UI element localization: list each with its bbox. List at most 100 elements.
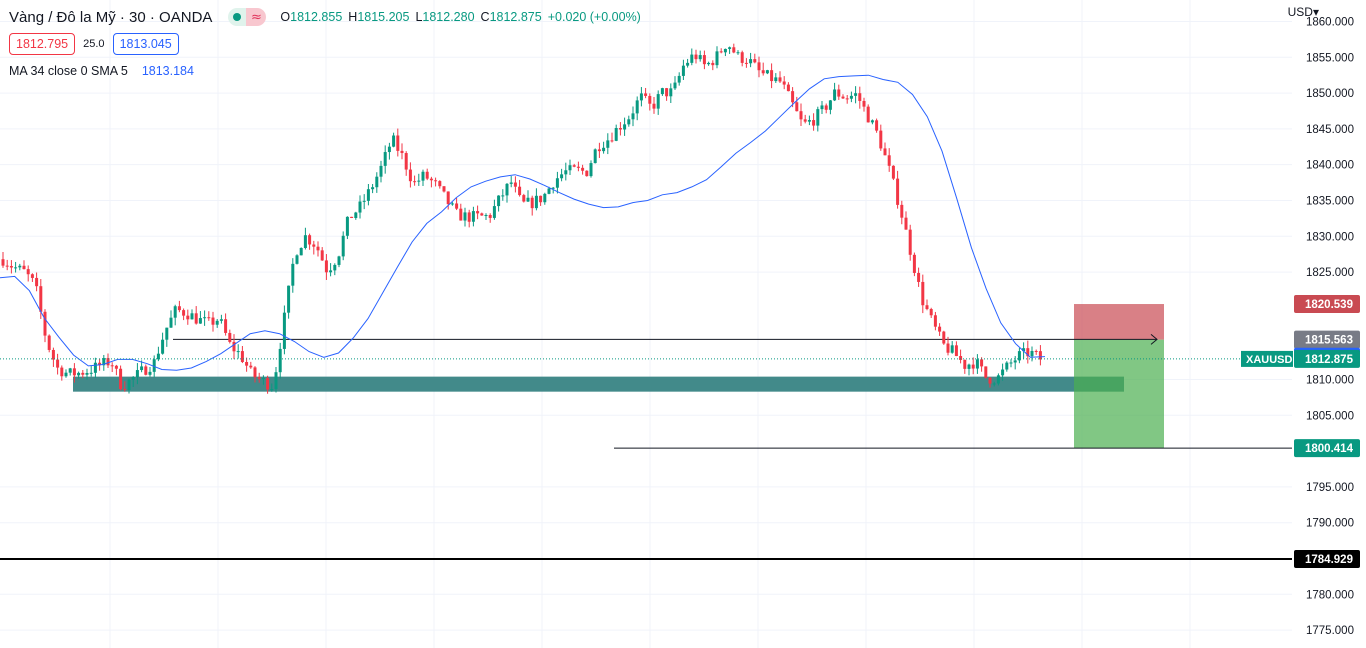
candle-body (656, 94, 660, 109)
y-tick-label: 1830.000 (1306, 231, 1354, 243)
candle-body (870, 120, 874, 123)
candle-body (581, 167, 585, 171)
candle-body (207, 317, 211, 319)
candle-body (866, 106, 870, 123)
candle-body (744, 62, 748, 64)
candle-body (114, 365, 118, 369)
candle-body (400, 150, 404, 154)
candle-body (236, 351, 240, 353)
symbol-tag-label: XAUUSD (1246, 354, 1293, 366)
candle-body (98, 362, 102, 366)
candle-body (883, 148, 887, 156)
candle-body (455, 203, 459, 209)
demand-zone (73, 376, 1124, 392)
y-tick-label: 1825.000 (1306, 267, 1354, 279)
indicator-legend[interactable]: MA 34 close 0 SMA 5 1813.184 (9, 64, 194, 78)
currency-selector[interactable]: USD▾ (1288, 5, 1319, 19)
candle-body (1, 259, 5, 266)
candle-body (43, 311, 47, 336)
candle-body (501, 195, 505, 197)
candle-body (576, 166, 580, 168)
entry-tag (1294, 330, 1360, 349)
candle-body (186, 315, 190, 320)
candle-body (669, 88, 673, 97)
candle-body (513, 182, 517, 187)
candle-body (135, 370, 139, 378)
candle-body (1009, 362, 1013, 364)
last-price-tag (1294, 349, 1360, 368)
candle-body (165, 327, 169, 340)
candle-body (194, 313, 198, 324)
candle-body (534, 195, 538, 209)
candle-body (841, 96, 845, 99)
open-value: 1812.855 (290, 10, 343, 24)
candle-body (291, 263, 295, 286)
candle-body (492, 206, 496, 218)
candle-body (862, 100, 866, 107)
candle-body (421, 171, 425, 181)
candle-body (119, 368, 123, 390)
candle-body (408, 169, 412, 182)
symbol-title[interactable]: Vàng / Đô la Mỹ · 30 · OANDA (9, 8, 213, 26)
candle-body (1005, 362, 1009, 370)
candle-body (72, 368, 76, 376)
candle-body (303, 235, 307, 249)
candle-body (644, 93, 648, 96)
candle-body (765, 70, 769, 74)
candle-body (383, 152, 387, 166)
candle-body (312, 244, 316, 247)
take-profit-tag-label: 1800.414 (1305, 443, 1354, 455)
candle-body (778, 77, 782, 82)
candle-body (1017, 351, 1021, 361)
candle-body (320, 250, 324, 261)
candle-body (81, 372, 85, 375)
candle-body (954, 345, 958, 357)
candle-body (198, 318, 202, 324)
stop-loss-tag-label: 1820.539 (1305, 299, 1353, 311)
candle-body (833, 89, 837, 101)
market-status[interactable]: ≈ (228, 8, 267, 26)
candle-body (203, 317, 207, 319)
buy-button[interactable]: 1813.045 (112, 33, 179, 55)
candle-body (568, 165, 572, 171)
candle-body (547, 188, 551, 194)
candle-body (425, 171, 429, 179)
candle-body (749, 59, 753, 64)
candle-body (774, 77, 778, 82)
candle-body (30, 274, 34, 278)
candle-body (652, 103, 656, 109)
candle-body (308, 235, 312, 245)
candle-body (606, 140, 610, 148)
candle-body (665, 88, 669, 97)
candle-body (131, 377, 135, 380)
candle-body (912, 254, 916, 273)
candle-body (980, 359, 984, 367)
candle-body (249, 365, 253, 368)
candle-body (1034, 350, 1038, 352)
candle-body (295, 255, 299, 264)
candle-body (732, 47, 736, 53)
candle-body (39, 286, 43, 312)
sell-button[interactable]: 1812.795 (9, 33, 76, 55)
wave-icon: ≈ (246, 8, 267, 26)
candle-body (169, 317, 173, 328)
ray-arrow-icon (1150, 334, 1158, 345)
candle-body (270, 389, 274, 391)
candle-body (975, 359, 979, 369)
candle-body (988, 377, 992, 384)
candle-body (228, 332, 232, 342)
candle-body (497, 195, 501, 207)
candle-body (522, 195, 526, 202)
candle-body (648, 95, 652, 104)
candle-body (240, 351, 244, 362)
candle-body (942, 331, 946, 344)
high-label: H (348, 10, 358, 24)
candle-body (484, 214, 488, 216)
candle-body (362, 200, 366, 202)
candle-body (933, 315, 937, 327)
candle-body (807, 120, 811, 122)
candle-body (963, 359, 967, 369)
candle-body (686, 62, 690, 66)
candle-body (757, 62, 761, 71)
